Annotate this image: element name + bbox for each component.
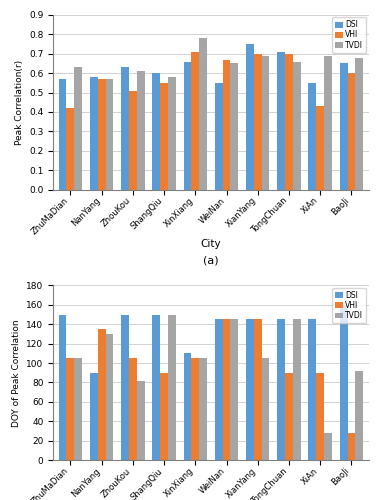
Bar xyxy=(137,380,144,460)
Bar xyxy=(106,79,113,190)
Bar xyxy=(74,68,82,190)
Bar xyxy=(316,372,324,460)
Bar xyxy=(340,64,348,190)
Legend: DSI, VHI, TVDI: DSI, VHI, TVDI xyxy=(332,288,366,323)
Bar xyxy=(59,314,66,460)
Bar xyxy=(355,371,363,460)
Bar xyxy=(199,358,207,460)
Bar xyxy=(230,64,238,190)
Bar xyxy=(285,54,293,190)
Bar xyxy=(340,305,348,460)
Bar xyxy=(348,433,355,460)
Bar xyxy=(160,372,168,460)
Bar xyxy=(215,320,223,460)
Bar xyxy=(66,358,74,460)
Bar xyxy=(355,58,363,190)
Bar xyxy=(293,62,301,190)
Text: (a): (a) xyxy=(203,256,219,266)
Bar xyxy=(168,77,176,190)
Bar xyxy=(184,62,192,190)
Bar xyxy=(223,320,230,460)
Bar xyxy=(184,354,192,460)
Bar xyxy=(168,314,176,460)
Bar xyxy=(129,90,137,190)
Bar xyxy=(90,372,98,460)
Bar xyxy=(59,79,66,190)
Bar xyxy=(254,54,262,190)
Bar xyxy=(90,77,98,190)
Bar xyxy=(324,433,332,460)
Y-axis label: Peak Correlation(r): Peak Correlation(r) xyxy=(14,60,24,145)
Bar xyxy=(246,320,254,460)
Bar xyxy=(277,52,285,190)
Bar xyxy=(98,329,106,460)
Bar xyxy=(74,358,82,460)
Bar xyxy=(230,320,238,460)
Bar xyxy=(66,108,74,190)
Bar xyxy=(152,73,160,190)
Bar xyxy=(309,83,316,190)
Bar xyxy=(223,60,230,190)
Bar xyxy=(160,83,168,190)
Bar xyxy=(309,320,316,460)
Bar xyxy=(348,73,355,190)
Bar xyxy=(254,320,262,460)
Bar xyxy=(316,106,324,190)
Y-axis label: DOY of Peak Correlation: DOY of Peak Correlation xyxy=(12,319,21,426)
Bar xyxy=(137,71,144,190)
Bar xyxy=(199,38,207,190)
Bar xyxy=(262,358,269,460)
Bar xyxy=(192,358,199,460)
X-axis label: City: City xyxy=(201,239,221,249)
Bar xyxy=(192,52,199,190)
Bar xyxy=(121,68,129,190)
Legend: DSI, VHI, TVDI: DSI, VHI, TVDI xyxy=(332,18,366,52)
Bar xyxy=(246,44,254,190)
Bar xyxy=(324,56,332,190)
Bar xyxy=(98,79,106,190)
Bar xyxy=(121,314,129,460)
Bar xyxy=(293,320,301,460)
Bar xyxy=(106,334,113,460)
Bar xyxy=(285,372,293,460)
Bar xyxy=(129,358,137,460)
Bar xyxy=(152,314,160,460)
Bar xyxy=(277,320,285,460)
Bar xyxy=(215,83,223,190)
Bar xyxy=(262,56,269,190)
